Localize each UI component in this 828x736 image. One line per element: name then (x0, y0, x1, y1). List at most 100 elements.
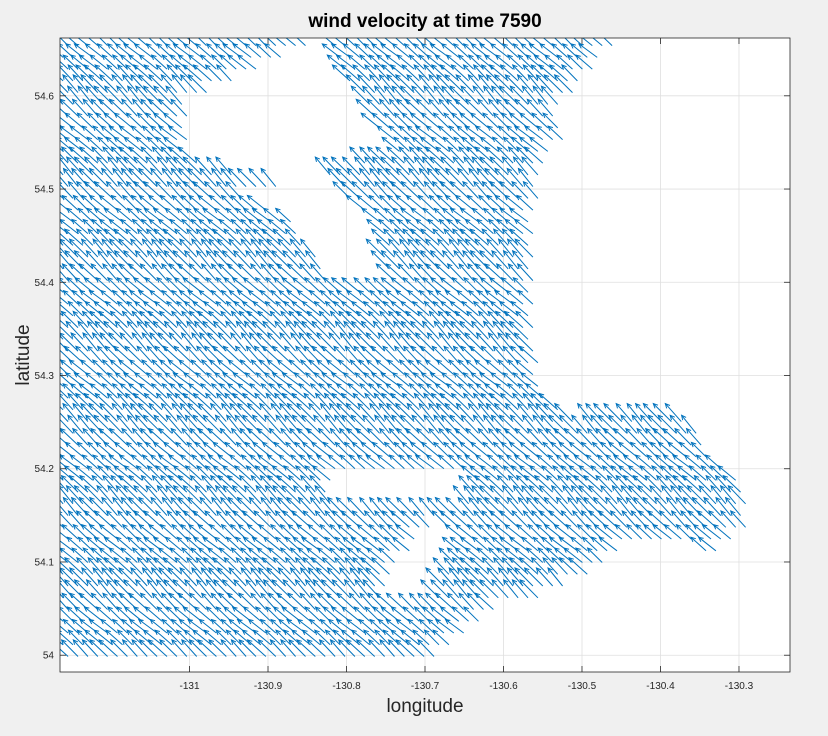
wind-vector (438, 547, 455, 563)
wind-vector (304, 465, 321, 481)
wind-vector (95, 556, 113, 575)
wind-vector (516, 523, 534, 540)
wind-vector (492, 441, 509, 458)
wind-vector (191, 454, 207, 469)
wind-vector (408, 496, 425, 516)
wind-vector (433, 414, 450, 434)
wind-vector (141, 454, 158, 469)
wind-vector (254, 465, 272, 481)
wind-vector (202, 536, 222, 552)
wind-vector (719, 484, 737, 505)
wind-vector (592, 402, 613, 422)
wind-vector (66, 536, 84, 552)
wind-vector (662, 454, 682, 469)
wind-vector (296, 402, 316, 422)
wind-vector (428, 402, 445, 422)
wind-vector (335, 618, 356, 634)
wind-vector (116, 606, 133, 622)
wind-vector (703, 496, 722, 516)
wind-vector (494, 496, 514, 516)
wind-vector (289, 567, 306, 587)
wind-vector (60, 555, 69, 563)
wind-vector (517, 496, 534, 516)
wind-vector (60, 482, 69, 493)
wind-vector (92, 567, 108, 587)
wind-vector (319, 523, 336, 540)
wind-vector (654, 454, 672, 469)
wind-vector (418, 618, 435, 634)
wind-vector (353, 606, 371, 622)
wind-vector (458, 474, 474, 493)
wind-vector (139, 592, 158, 610)
wind-vector (474, 567, 494, 587)
wind-vector (555, 496, 573, 516)
wind-vector (620, 484, 638, 505)
wind-vector (71, 618, 89, 634)
wind-vector (426, 496, 445, 516)
wind-vector (283, 465, 301, 481)
wind-vector (259, 618, 277, 634)
wind-vector (135, 536, 153, 552)
wind-vector (459, 536, 479, 552)
wind-vector (87, 556, 104, 575)
wind-vector (626, 402, 643, 422)
y-tick-label: 54.3 (35, 371, 55, 382)
wind-vector (111, 618, 128, 634)
wind-vector (286, 618, 306, 634)
wind-vector (191, 567, 207, 587)
wind-vector (669, 414, 687, 434)
wind-vector (432, 629, 450, 646)
wind-vector (125, 510, 143, 528)
wind-vector (130, 523, 148, 540)
wind-vector (275, 629, 291, 646)
wind-vector (103, 536, 123, 552)
wind-vector (187, 618, 207, 634)
wind-vector (532, 536, 549, 552)
wind-vector (108, 567, 128, 587)
wind-vector (60, 561, 74, 575)
wind-vector (123, 484, 143, 505)
wind-vector (215, 510, 232, 528)
wind-vector (633, 496, 652, 516)
wind-vector (442, 579, 460, 599)
wind-vector (541, 465, 559, 481)
wind-vector (245, 579, 262, 599)
wind-vector (166, 629, 183, 646)
wind-vector (354, 579, 371, 599)
wind-vector (714, 474, 732, 493)
wind-vector (104, 414, 123, 434)
wind-vector (376, 496, 395, 516)
wind-vector (279, 402, 296, 422)
wind-vector (364, 606, 380, 622)
wind-vector (675, 496, 692, 516)
wind-vector (502, 579, 519, 599)
wind-vector (347, 547, 366, 563)
wind-vector (414, 454, 435, 470)
wind-vector (482, 536, 499, 552)
wind-vector (625, 496, 643, 516)
wind-vector (220, 402, 237, 422)
wind-vector (462, 510, 479, 528)
wind-vector (611, 484, 628, 505)
wind-vector (121, 402, 138, 422)
wind-vector (144, 606, 163, 622)
wind-vector (150, 496, 168, 516)
wind-vector (581, 414, 598, 434)
wind-vector (477, 402, 494, 422)
wind-vector (214, 414, 232, 434)
wind-vector (406, 402, 425, 422)
wind-vector (418, 402, 435, 422)
wind-vector (314, 392, 331, 411)
wind-vector (458, 592, 474, 610)
wind-vector (324, 629, 341, 646)
wind-vector (334, 441, 351, 458)
wind-vector (326, 567, 346, 587)
x-tick-label: -130.4 (646, 681, 675, 692)
wind-vector (670, 510, 687, 528)
wind-vector (195, 556, 212, 575)
wind-vector (111, 402, 128, 422)
wind-vector (496, 547, 514, 563)
wind-vector (121, 639, 138, 657)
wind-vector (159, 639, 178, 657)
wind-vector (685, 523, 702, 540)
